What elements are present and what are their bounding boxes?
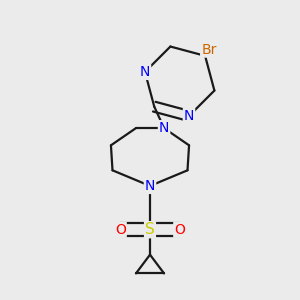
Text: S: S [145,222,155,237]
Text: N: N [184,109,194,123]
Text: N: N [145,179,155,193]
Text: N: N [140,65,150,79]
Text: O: O [174,223,185,237]
Text: N: N [159,121,169,135]
Text: Br: Br [201,43,217,57]
Text: O: O [115,223,126,237]
